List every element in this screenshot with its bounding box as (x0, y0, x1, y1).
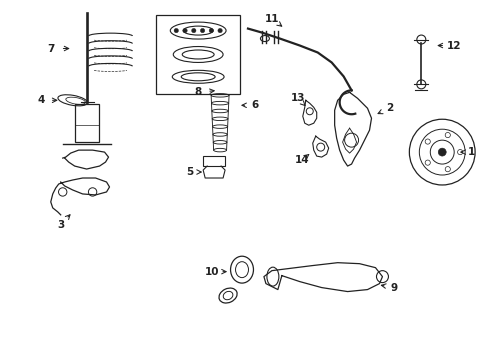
Text: 1: 1 (467, 147, 475, 157)
Text: 6: 6 (251, 100, 259, 110)
Text: 14: 14 (294, 155, 309, 165)
Text: 12: 12 (447, 41, 462, 50)
Bar (156, 15, 240, 94)
Text: 7: 7 (47, 44, 54, 54)
Circle shape (218, 28, 222, 33)
Circle shape (209, 28, 214, 33)
Bar (203, 156, 225, 166)
Text: 2: 2 (386, 103, 393, 113)
Text: 9: 9 (391, 283, 398, 293)
Bar (74, 104, 98, 142)
Text: 3: 3 (57, 220, 64, 230)
Circle shape (174, 28, 178, 33)
Text: 8: 8 (195, 87, 202, 97)
Text: 13: 13 (291, 93, 305, 103)
Text: 4: 4 (37, 95, 45, 105)
Text: 11: 11 (265, 14, 279, 24)
Circle shape (192, 28, 196, 33)
Text: 5: 5 (187, 167, 194, 177)
Text: 10: 10 (205, 267, 220, 276)
Circle shape (438, 148, 446, 156)
Circle shape (200, 28, 205, 33)
Circle shape (183, 28, 187, 33)
